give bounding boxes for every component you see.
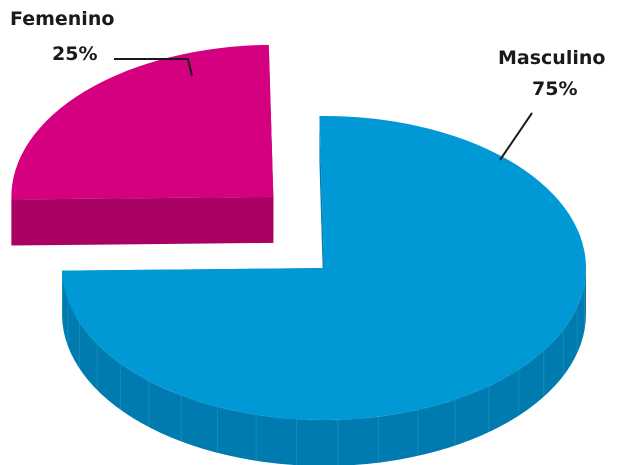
slice-value-masculino: 75% [532, 78, 578, 100]
leader-line-masculino [499, 112, 533, 161]
slice-label-masculino: Masculino [498, 47, 606, 69]
slice-masculino-wall-0 [319, 116, 324, 314]
slice-masculino [61, 116, 586, 465]
leader-line-femenino [114, 58, 193, 77]
leader-lines [114, 58, 533, 161]
slice-femenino-top [11, 44, 274, 200]
slice-masculino-top [62, 116, 586, 420]
slice-femenino-wall-0 [11, 196, 274, 246]
pie-slices [11, 44, 586, 465]
slice-value-femenino: 25% [52, 43, 98, 65]
slice-masculino-side [62, 268, 586, 465]
slice-femenino [11, 44, 274, 246]
slice-label-femenino: Femenino [10, 8, 115, 30]
